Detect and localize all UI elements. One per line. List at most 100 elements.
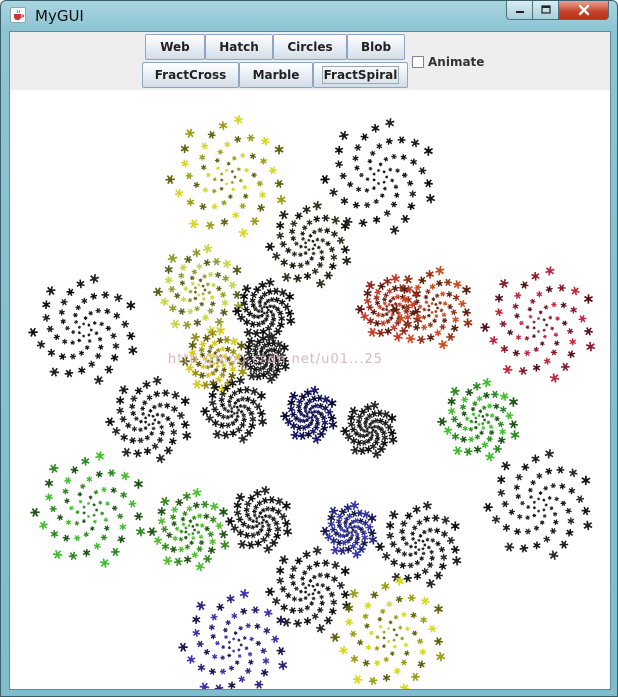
spiral-petal [501, 461, 511, 471]
spiral-petal [430, 310, 434, 314]
spiral-petal [301, 225, 308, 231]
spiral-petal [278, 315, 286, 323]
spiral-petal [196, 601, 206, 611]
spiral-petal [192, 379, 203, 389]
spiral-petal [229, 365, 237, 373]
spiral-petal [36, 340, 46, 349]
spiral-petal [168, 304, 177, 313]
spiral-petal [143, 426, 148, 430]
spiral-petal [548, 550, 559, 560]
spiral-petal [105, 417, 115, 427]
spiral-petal [425, 578, 436, 589]
spiral-petal [311, 267, 319, 275]
spiral-petal [447, 304, 453, 310]
spiral-petal [235, 411, 239, 415]
fractal-spiral [280, 385, 338, 444]
spiral-petal [409, 190, 417, 198]
spiral-petal [250, 217, 260, 226]
spiral-petal [262, 657, 270, 665]
spiral-petal [235, 398, 241, 403]
spiral-petal [414, 545, 418, 549]
spiral-petal [311, 584, 315, 588]
spiral-petal [355, 524, 361, 530]
spiral-petal [229, 429, 238, 438]
spiral-petal [199, 301, 205, 307]
spiral-petal [233, 509, 242, 517]
close-button[interactable] [558, 1, 609, 20]
spiral-petal [78, 499, 83, 504]
title-bar[interactable]: MyGUI [1, 1, 617, 31]
drawing-canvas[interactable]: http://blog.csdn.net/u01...25 [10, 90, 610, 697]
spiral-petal [49, 367, 60, 377]
spiral-petal [304, 245, 308, 249]
spiral-petal [372, 178, 376, 182]
spiral-petal [352, 524, 357, 529]
spiral-petal [514, 292, 522, 300]
fractcross-button[interactable]: FractCross [142, 62, 239, 88]
web-button[interactable]: Web [145, 34, 205, 60]
spiral-petal [421, 314, 427, 320]
spiral-petal [426, 313, 431, 318]
spiral-petal [461, 396, 469, 404]
fractspiral-button[interactable]: FractSpiral [313, 62, 408, 88]
spiral-petal [358, 407, 367, 416]
spiral-petal [486, 420, 491, 425]
spiral-petal [232, 411, 236, 416]
spiral-petal [311, 247, 315, 251]
spiral-petal [389, 225, 400, 235]
spiral-petal [419, 648, 427, 656]
spiral-petal [249, 387, 259, 396]
spiral-petal [400, 295, 409, 304]
spiral-petal [77, 366, 86, 375]
spiral-petal [362, 659, 370, 667]
hatch-button[interactable]: Hatch [205, 34, 273, 60]
spiral-petal [367, 327, 378, 337]
maximize-button[interactable] [532, 1, 559, 20]
spiral-petal [298, 252, 303, 258]
spiral-petal [215, 521, 224, 530]
spiral-petal [524, 336, 530, 341]
spiral-petal [42, 313, 51, 322]
spiral-petal [324, 616, 333, 625]
spiral-petal [289, 411, 297, 418]
spiral-petal [382, 673, 391, 682]
spiral-petal [425, 270, 435, 279]
spiral-petal [543, 357, 551, 365]
spiral-petal [458, 299, 467, 308]
fractal-spiral [320, 118, 436, 235]
spiral-petal [427, 527, 433, 533]
spiral-petal [180, 159, 189, 168]
spiral-petal [343, 524, 348, 529]
spiral-petal [235, 426, 243, 434]
circles-button[interactable]: Circles [273, 34, 347, 60]
spiral-petal [236, 341, 246, 351]
spiral-petal [382, 630, 386, 634]
spiral-petal [198, 278, 203, 283]
spiral-petal [272, 287, 280, 295]
marble-button[interactable]: Marble [239, 62, 313, 88]
spiral-petal [382, 186, 387, 191]
fractal-spiral [153, 243, 244, 336]
spiral-petal [371, 449, 382, 459]
spiral-petal [371, 428, 375, 432]
minimize-button[interactable] [506, 1, 533, 20]
spiral-petal [239, 409, 244, 414]
spiral-petal [360, 539, 369, 548]
spiral-petal [515, 473, 523, 481]
spiral-petal [99, 321, 104, 327]
spiral-petal [70, 340, 76, 346]
spiral-petal [248, 659, 254, 665]
spiral-petal [545, 467, 553, 475]
animate-checkbox-row[interactable]: Animate [412, 53, 484, 71]
blob-button[interactable]: Blob [347, 34, 405, 60]
spiral-petal [394, 294, 401, 300]
animate-checkbox[interactable] [412, 56, 424, 68]
spiral-petal [228, 194, 233, 199]
spiral-petal [260, 536, 268, 544]
spiral-petal [199, 352, 206, 358]
spiral-petal [379, 320, 387, 327]
spiral-petal [410, 138, 420, 148]
spiral-petal [470, 406, 476, 412]
spiral-petal [189, 275, 195, 281]
spiral-petal [83, 531, 90, 538]
